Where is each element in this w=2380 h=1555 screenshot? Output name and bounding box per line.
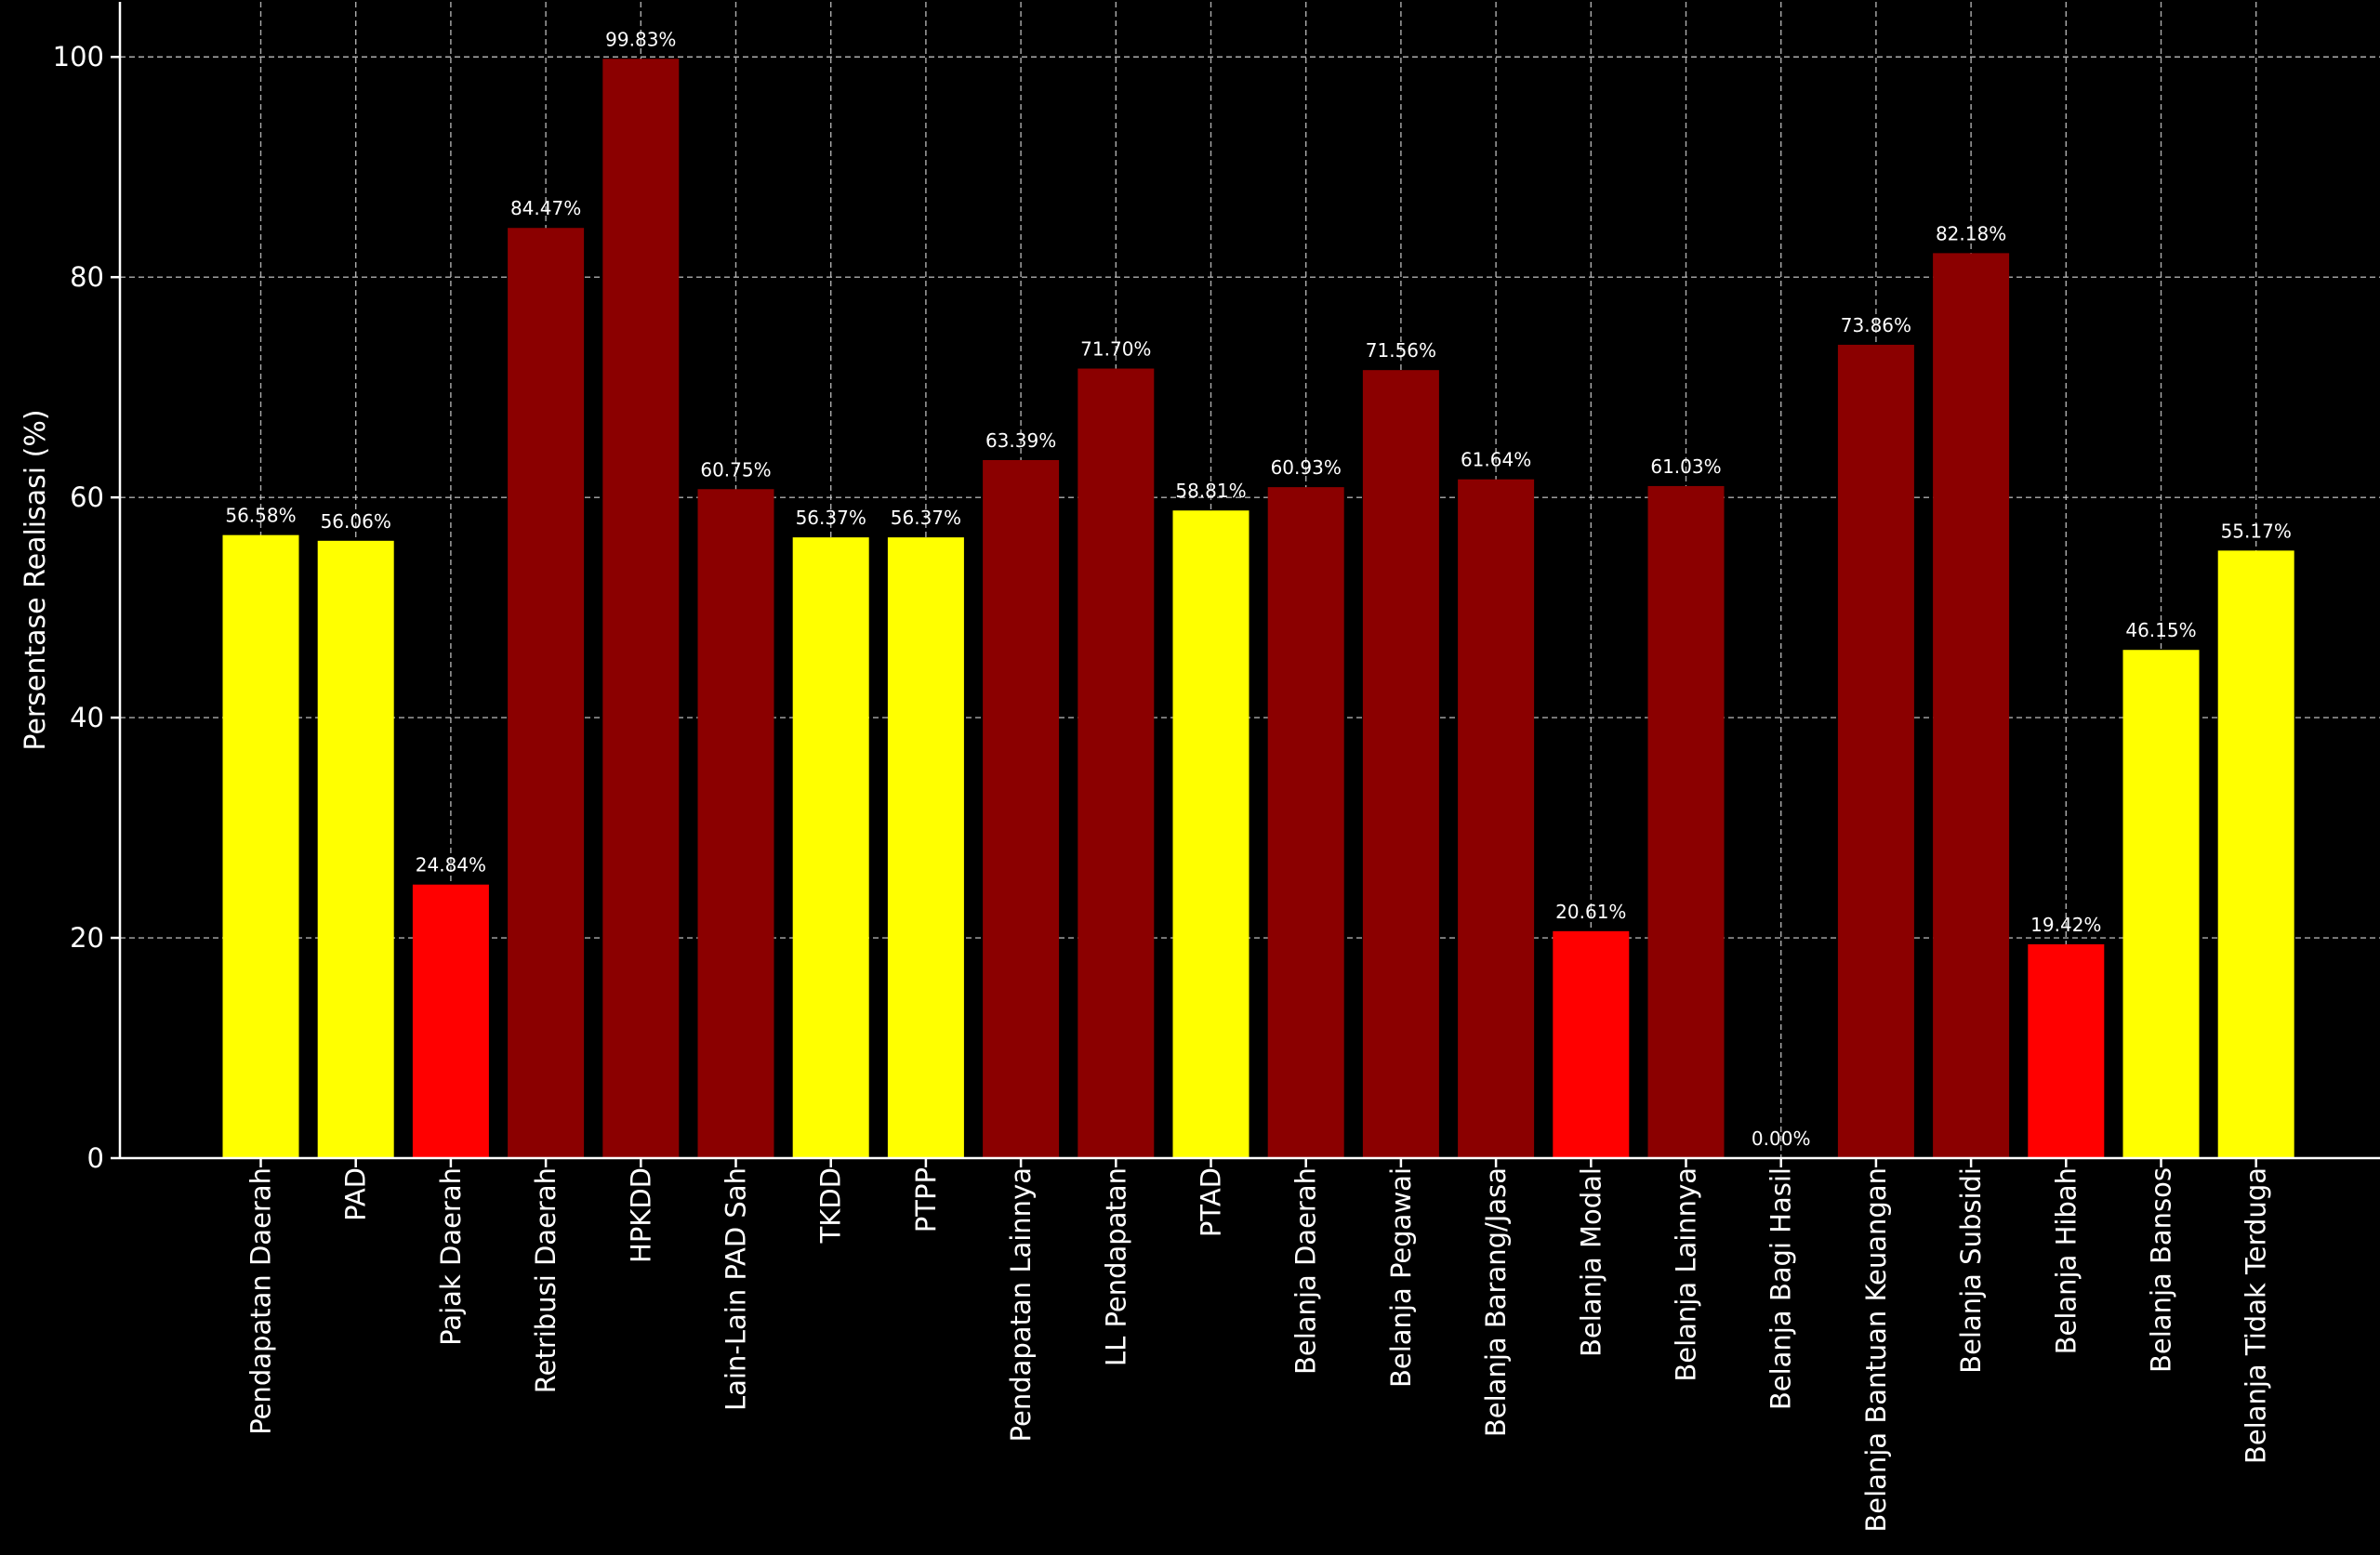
x-tick-label: PTAD <box>1196 1167 1227 1237</box>
bar <box>222 534 299 1158</box>
x-tick-label: Pajak Daerah <box>435 1167 467 1346</box>
x-tick-label: Retribusi Daerah <box>530 1167 562 1393</box>
x-tick-label: HPKDD <box>625 1167 656 1263</box>
bar <box>1362 370 1439 1158</box>
data-labels: 56.58% 56.06% 24.84% 84.47% 99.83% 60.75% 56.3… <box>225 28 2291 1150</box>
bar <box>317 540 394 1158</box>
x-tick-label: Pendapatan Daerah <box>245 1167 277 1435</box>
bar <box>1078 368 1155 1158</box>
bar-value-label: 82.18% <box>1936 222 2006 244</box>
bar <box>1172 510 1250 1158</box>
bar <box>1458 479 1535 1158</box>
bar-value-label: 61.03% <box>1650 455 1721 478</box>
axes: 0 20 40 60 80 100 Pendapatan Daerah PAD Pajak Da… <box>53 2 2380 1533</box>
x-tick-label: Belanja Bagi Hasil <box>1765 1167 1797 1410</box>
bar <box>1553 930 1630 1158</box>
x-tick-label: PTPP <box>910 1167 942 1232</box>
bar <box>1837 344 1914 1159</box>
bar <box>697 489 774 1158</box>
bar-value-label: 61.64% <box>1461 449 1531 471</box>
bar-value-label: 56.37% <box>796 507 866 529</box>
bar <box>1933 253 2010 1158</box>
x-tick-label: Belanja Hibah <box>2050 1167 2082 1354</box>
x-tick-label: Belanja Tidak Terduga <box>2241 1167 2272 1464</box>
x-tick-label: Belanja Lainnya <box>1671 1167 1702 1382</box>
bar-value-label: 71.70% <box>1080 338 1151 361</box>
x-tick-label: PAD <box>340 1167 372 1221</box>
bars <box>222 59 2294 1159</box>
bar-value-label: 63.39% <box>985 429 1056 452</box>
bar-value-label: 24.84% <box>416 854 486 876</box>
bar <box>887 537 964 1158</box>
bar <box>412 884 489 1158</box>
bar-value-label: 71.56% <box>1366 339 1436 362</box>
bar-value-label: 46.15% <box>2125 619 2196 641</box>
y-tick-label: 40 <box>70 702 104 733</box>
bar-value-label: 60.93% <box>1271 456 1342 479</box>
bar <box>2122 650 2200 1158</box>
bar-value-label: 73.86% <box>1841 314 1911 336</box>
bar-value-label: 56.58% <box>225 505 296 527</box>
bar <box>508 228 585 1158</box>
x-tick-label: Belanja Bantuan Keuangan <box>1860 1167 1892 1533</box>
bar <box>1647 485 1725 1158</box>
x-tick-label: TKDD <box>815 1167 847 1244</box>
bar-value-label: 84.47% <box>510 197 581 219</box>
x-tick-label: Belanja Bansos <box>2146 1167 2177 1373</box>
bar <box>792 537 869 1158</box>
y-tick-label: 20 <box>70 922 104 954</box>
y-axis-label: Persentase Realisasi (%) <box>20 409 52 750</box>
x-tick-label: Belanja Barang/Jasa <box>1480 1167 1512 1437</box>
bar <box>983 459 1060 1158</box>
bar-value-label: 56.06% <box>321 510 391 533</box>
y-tick-label: 60 <box>70 481 104 513</box>
bar <box>2217 550 2294 1158</box>
bar-value-label: 20.61% <box>1555 901 1626 923</box>
bar <box>1267 487 1344 1158</box>
x-tick-label: LL Pendapatan <box>1100 1167 1131 1366</box>
x-tick-label: Belanja Pegawai <box>1385 1167 1417 1388</box>
bar <box>602 59 680 1158</box>
bar-value-label: 60.75% <box>700 458 771 481</box>
y-tick-label: 100 <box>53 41 104 72</box>
x-tick-label: Pendapatan Lainnya <box>1005 1167 1037 1442</box>
x-tick-label: Belanja Subsidi <box>1955 1167 1987 1374</box>
bar-value-label: 56.37% <box>891 507 961 529</box>
y-tick-label: 80 <box>70 261 104 293</box>
bar-value-label: 99.83% <box>605 28 676 50</box>
bar-value-label: 58.81% <box>1175 480 1246 502</box>
bar <box>2028 943 2105 1158</box>
bar-value-label: 55.17% <box>2221 520 2292 542</box>
bar-value-label: 0.00% <box>1752 1127 1811 1150</box>
x-tick-label: Belanja Modal <box>1575 1167 1606 1357</box>
x-tick-label: Lain-Lain PAD Sah <box>721 1167 752 1411</box>
y-tick-label: 0 <box>87 1142 104 1174</box>
bar-value-label: 19.42% <box>2030 914 2101 936</box>
x-tick-label: Belanja Daerah <box>1290 1167 1322 1375</box>
